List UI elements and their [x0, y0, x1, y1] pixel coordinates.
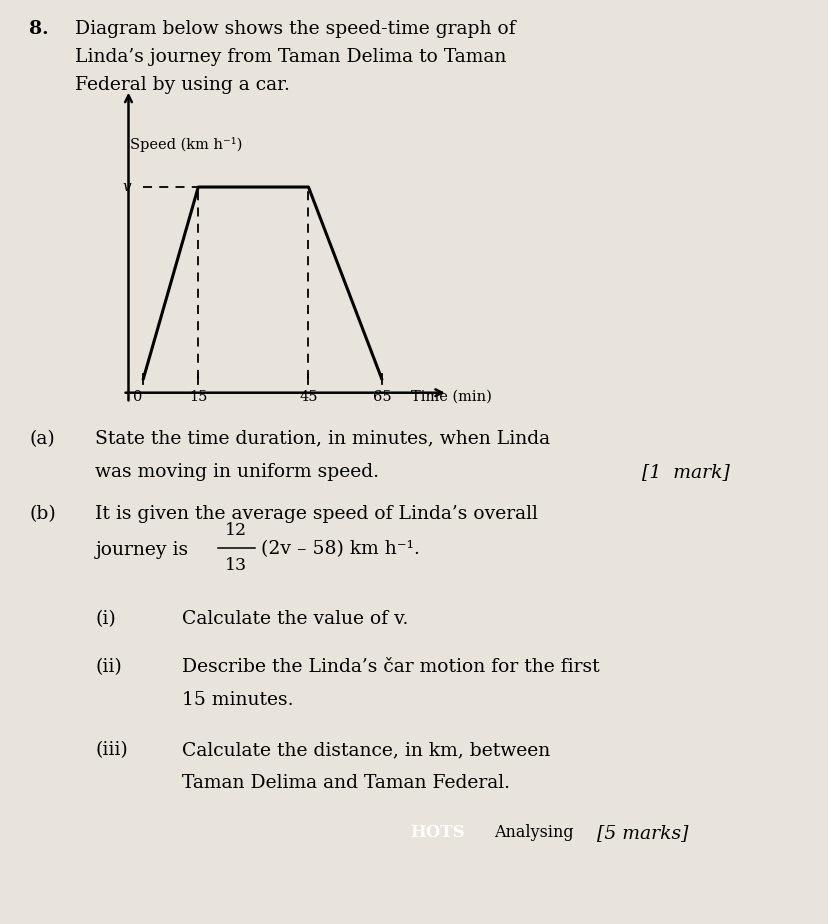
Text: 12: 12 — [225, 522, 247, 539]
Text: was moving in uniform speed.: was moving in uniform speed. — [95, 463, 379, 480]
Text: (a): (a) — [29, 430, 55, 447]
Text: (b): (b) — [29, 505, 55, 523]
Text: 15: 15 — [189, 390, 207, 404]
Text: (i): (i) — [95, 610, 116, 627]
Text: [1  mark]: [1 mark] — [641, 463, 729, 480]
Text: 13: 13 — [225, 557, 247, 574]
Text: v: v — [123, 180, 132, 194]
Text: Calculate the distance, in km, between: Calculate the distance, in km, between — [182, 741, 550, 759]
Text: Federal by using a car.: Federal by using a car. — [75, 76, 289, 93]
Text: 0: 0 — [132, 390, 142, 404]
Text: 45: 45 — [299, 390, 317, 404]
Text: State the time duration, in minutes, when Linda: State the time duration, in minutes, whe… — [95, 430, 550, 447]
Text: Describe the Linda’s čar motion for the first: Describe the Linda’s čar motion for the … — [182, 658, 599, 675]
Text: It is given the average speed of Linda’s overall: It is given the average speed of Linda’s… — [95, 505, 537, 523]
Text: HOTS: HOTS — [410, 824, 464, 841]
Text: Speed (km h⁻¹): Speed (km h⁻¹) — [130, 138, 243, 152]
Text: (ii): (ii) — [95, 658, 122, 675]
Text: Time (min): Time (min) — [411, 390, 492, 404]
Text: Diagram below shows the speed-time graph of: Diagram below shows the speed-time graph… — [75, 20, 515, 38]
Text: 8.: 8. — [29, 20, 49, 38]
Text: journey is: journey is — [95, 541, 195, 558]
Text: Calculate the value of v.: Calculate the value of v. — [182, 610, 408, 627]
Text: (iii): (iii) — [95, 741, 128, 759]
Text: Taman Delima and Taman Federal.: Taman Delima and Taman Federal. — [182, 774, 510, 792]
Text: 65: 65 — [372, 390, 391, 404]
Text: (2v – 58) km h⁻¹.: (2v – 58) km h⁻¹. — [261, 541, 420, 558]
Text: Linda’s journey from Taman Delima to Taman: Linda’s journey from Taman Delima to Tam… — [75, 48, 505, 66]
Text: [5 marks]: [5 marks] — [596, 824, 687, 842]
Text: 15 minutes.: 15 minutes. — [182, 691, 293, 709]
Text: Analysing: Analysing — [493, 824, 573, 841]
